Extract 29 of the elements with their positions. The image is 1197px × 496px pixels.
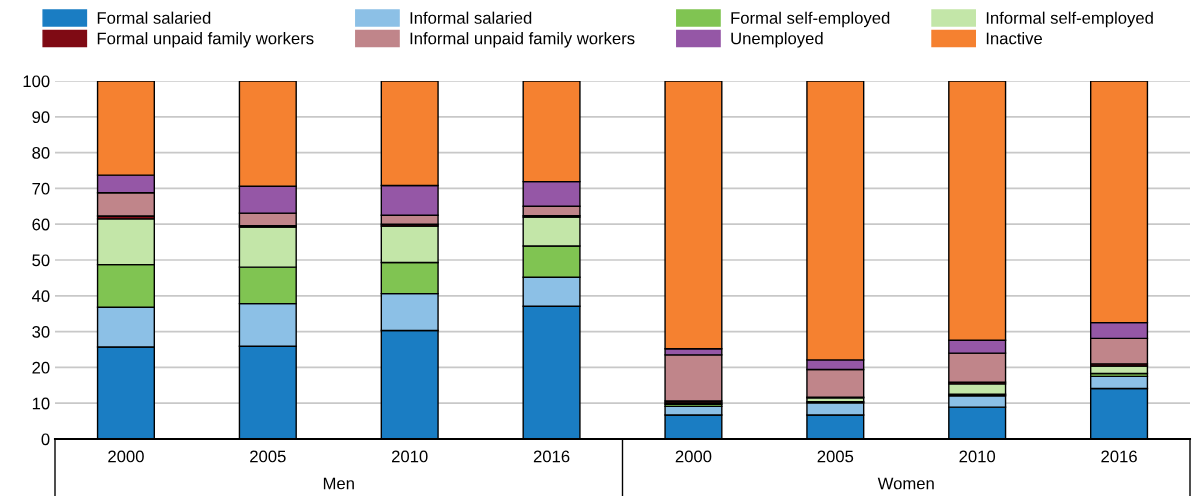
text: Men <box>323 477 354 490</box>
y-tick-label: 70 <box>32 182 50 195</box>
legend-label: Formal salaried <box>97 11 211 24</box>
y-tick-label: 40 <box>31 290 50 302</box>
legend-label: Inactive <box>986 32 1043 45</box>
y-tick-label: 60 <box>32 218 50 231</box>
legend-label: Unemployed <box>731 32 823 48</box>
y-tick-label: 90 <box>32 111 50 123</box>
x-tick-label: 2016 <box>533 450 570 463</box>
y-tick-label: 10 <box>32 397 50 410</box>
legend-label: Informal self-employed <box>986 11 1153 28</box>
legend-label: Formal self-employed <box>731 11 890 28</box>
x-tick-label: 2010 <box>391 450 428 463</box>
y-tick-label: 20 <box>32 361 50 374</box>
x-tick-label: 2016 <box>1101 450 1137 463</box>
x-tick-label: 2010 <box>959 450 996 463</box>
y-tick-label: 100 <box>23 75 50 88</box>
x-tick-label: 2000 <box>675 450 712 463</box>
legend-label: Informal salaried <box>410 11 532 24</box>
legend-label: Formal unpaid family workers <box>97 32 314 48</box>
text: Women <box>877 477 934 490</box>
x-tick-label: 2005 <box>817 450 854 463</box>
legend-label: Informal unpaid family workers <box>410 32 635 48</box>
x-tick-label: 2000 <box>108 450 144 463</box>
y-tick-label: 0 <box>41 433 50 446</box>
y-tick-label: 50 <box>32 254 50 267</box>
x-tick-label: 2005 <box>250 450 286 463</box>
y-tick-label: 30 <box>32 326 50 338</box>
y-tick-label: 80 <box>32 147 50 159</box>
